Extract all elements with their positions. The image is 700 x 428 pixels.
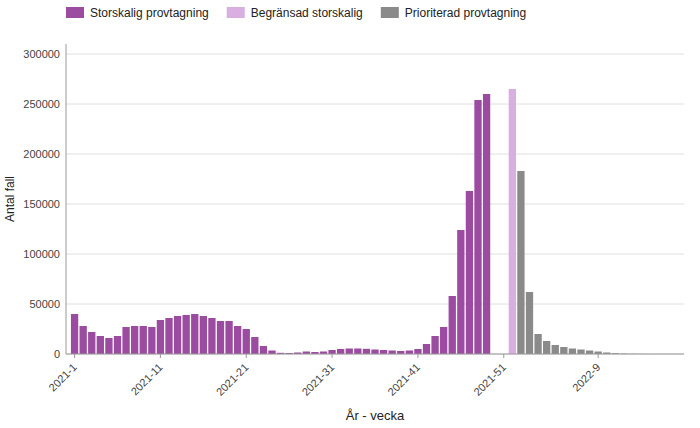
bar [449,296,456,354]
y-tick-label: 250000 [23,98,60,110]
y-tick-label: 50000 [29,298,60,310]
y-tick-label: 300000 [23,48,60,60]
y-tick-label: 150000 [23,198,60,210]
bar [423,344,430,354]
bar [552,345,559,354]
legend-swatch [227,7,245,18]
bar [431,336,438,354]
y-tick-label: 100000 [23,248,60,260]
bar [560,347,567,354]
bar [371,350,378,355]
y-axis-label: Antal fall [3,176,17,222]
legend-label: Storskalig provtagning [90,6,209,20]
x-tick [598,354,599,358]
bar [183,315,190,354]
bar [337,349,344,354]
bar [466,191,473,354]
bar [88,332,95,354]
bar [534,334,541,354]
bar [165,318,172,354]
x-tick-label: 2022-9 [570,361,603,394]
bar [105,338,112,354]
bar [509,89,516,354]
x-tick-label: 2021-21 [214,361,251,398]
legend-swatch [381,7,399,18]
bar [140,326,147,354]
bar [217,321,224,354]
x-tick [417,354,418,358]
x-tick [160,354,161,358]
bar [260,346,267,354]
grid-line [66,104,684,105]
grid-line [66,54,684,55]
bar [586,351,593,355]
bar [517,171,524,354]
grid-line [66,204,684,205]
grid-line [66,304,684,305]
chart: 0 50000 100000 150000 200000 250000 300000 2021… [0,0,700,428]
x-tick [74,354,75,358]
y-axis-line [66,44,67,354]
bar [234,326,241,354]
grid-line [66,354,684,355]
legend-label: Prioriterad provtagning [405,6,526,20]
x-tick-label: 2021-1 [46,361,79,394]
bar [208,318,215,354]
bar [191,314,198,354]
bar [148,327,155,354]
bar [406,351,413,355]
x-tick [246,354,247,358]
bar [474,100,481,354]
bar [577,350,584,355]
bar [457,230,464,354]
grid-line [66,154,684,155]
bar [354,349,361,355]
bar [71,314,78,354]
x-axis-label: År - vecka [346,408,405,423]
legend: Storskalig provtagning Begränsad storskal… [66,6,526,20]
grid-line [66,254,684,255]
bar [543,341,550,354]
x-tick-label: 2021-51 [471,361,508,398]
bar [483,94,490,354]
x-tick-label: 2021-31 [299,361,336,398]
bar [122,327,129,354]
y-tick-label: 200000 [23,148,60,160]
bar [440,327,447,354]
bar [174,316,181,354]
bar [363,349,370,354]
x-axis-line [66,354,684,355]
bar [200,316,207,354]
bar [380,350,387,354]
x-tick [332,354,333,358]
bar [225,321,232,354]
bar [114,336,121,354]
bar [157,320,164,354]
bar [389,351,396,355]
x-tick-label: 2021-41 [385,361,422,398]
x-tick-label: 2021-11 [128,361,164,397]
bar [346,349,353,355]
bar [243,329,250,354]
legend-swatch [66,7,84,18]
bar [526,292,533,354]
bar [131,326,138,354]
grid [66,54,684,354]
bar [97,336,104,354]
bar [328,350,335,354]
y-tick-label: 0 [54,348,60,360]
bar [251,337,258,354]
x-tick [503,354,504,358]
bar [80,326,87,354]
bar [268,351,275,355]
legend-label: Begränsad storskalig [251,6,363,20]
bar [414,349,421,354]
bars [71,89,671,354]
bar [569,349,576,355]
